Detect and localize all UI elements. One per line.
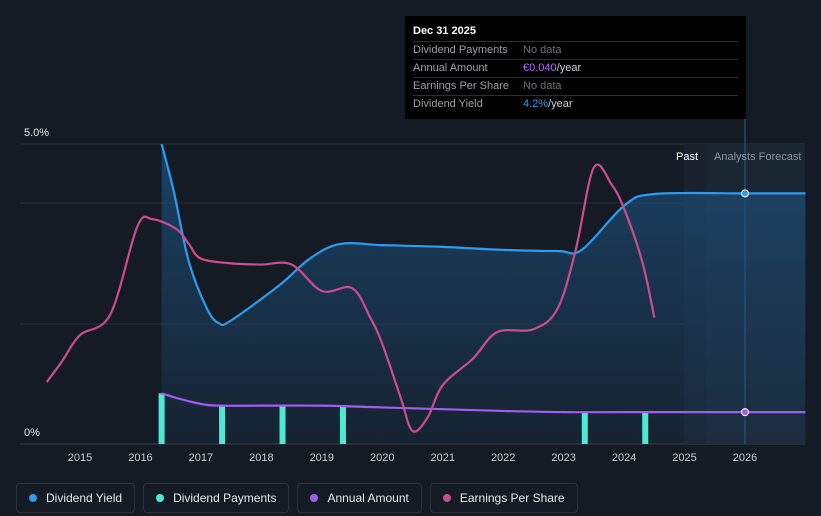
x-tick-label: 2015 (68, 452, 92, 464)
dividend-payment-bar (279, 405, 286, 444)
legend-label: Dividend Payments (173, 491, 277, 505)
dividend-yield-area (161, 144, 806, 444)
x-tick-label: 2016 (128, 452, 152, 464)
analysts-forecast-label: Analysts Forecast (714, 151, 801, 163)
x-tick-label: 2019 (310, 452, 334, 464)
tooltip-label: Annual Amount (413, 62, 488, 74)
tooltip-value: €0.040 (523, 62, 557, 74)
legend-dividend-payments[interactable]: Dividend Payments (143, 483, 290, 513)
legend-label: Dividend Yield (46, 491, 123, 505)
axis-labels: 2015 2016 2017 2018 2019 2020 2021 2022 2023 2024… (24, 127, 801, 464)
legend-dot-icon (29, 494, 37, 502)
tooltip-unit: /year (548, 98, 573, 110)
x-tick-label: 2018 (249, 452, 273, 464)
y-tick-label: 0% (24, 427, 40, 439)
tooltip-row-earnings-per-share: Earnings Per Share No data (413, 77, 738, 95)
tooltip-unit: /year (556, 62, 582, 74)
x-tick-label: 2021 (430, 452, 454, 464)
past-label: Past (676, 151, 698, 163)
legend-dot-icon (310, 494, 319, 502)
dividend-payment-bar (581, 412, 588, 444)
earnings-per-share-line (45, 163, 656, 433)
tooltip-label: Dividend Yield (413, 98, 483, 110)
tooltip-value: No data (523, 44, 562, 56)
legend-label: Annual Amount (327, 491, 409, 505)
annual-amount-line (161, 392, 806, 414)
tooltip-row-dividend-yield: Dividend Yield 4.2%/year (413, 95, 738, 113)
dividend-payment-bar (339, 405, 346, 444)
series-lines (45, 143, 806, 433)
dividend-chart: 2015 2016 2017 2018 2019 2020 2021 2022 2023 2024… (20, 20, 806, 464)
series-markers (741, 189, 749, 417)
x-tick-label: 2020 (370, 452, 394, 464)
tooltip-row-dividend-payments: Dividend Payments No data (413, 41, 738, 59)
x-tick-label: 2022 (491, 452, 515, 464)
y-tick-label: 5.0% (24, 127, 49, 139)
dividend-yield-line (160, 143, 806, 327)
dividend-payment-bar (219, 405, 226, 444)
legend-annual-amount[interactable]: Annual Amount (297, 483, 422, 513)
tooltip-label: Earnings Per Share (413, 80, 509, 92)
chart-legend: Dividend Yield Dividend Payments Annual … (16, 483, 578, 513)
hover-tooltip: Dec 31 2025 Dividend Payments No data An… (405, 16, 746, 119)
legend-label: Earnings Per Share (459, 491, 565, 505)
tooltip-row-annual-amount: Annual Amount €0.040/year (413, 59, 738, 77)
x-tick-label: 2025 (672, 452, 696, 464)
tooltip-date: Dec 31 2025 (413, 25, 476, 37)
series-marker (741, 189, 749, 198)
legend-dividend-yield[interactable]: Dividend Yield (16, 483, 136, 513)
series-marker (741, 408, 749, 417)
tooltip-label: Dividend Payments (413, 44, 508, 56)
tooltip-value: No data (523, 80, 562, 92)
x-tick-label: 2026 (733, 452, 757, 464)
x-tick-label: 2024 (612, 452, 636, 464)
x-tick-label: 2023 (551, 452, 575, 464)
dividend-payment-bars (158, 393, 649, 444)
dividend-payment-bar (642, 412, 649, 444)
legend-earnings-per-share[interactable]: Earnings Per Share (429, 483, 578, 513)
legend-dot-icon (442, 494, 451, 502)
x-tick-label: 2017 (189, 452, 213, 464)
legend-dot-icon (156, 494, 165, 502)
dividend-payment-bar (158, 393, 165, 444)
yield-area (161, 144, 806, 444)
tooltip-value: 4.2% (523, 98, 549, 110)
